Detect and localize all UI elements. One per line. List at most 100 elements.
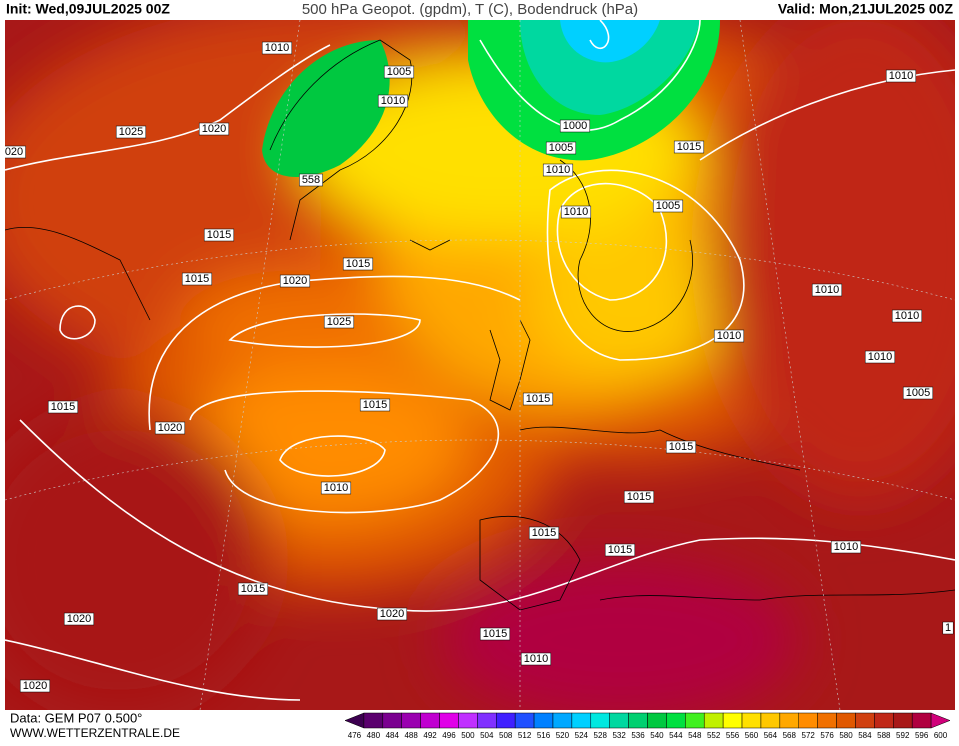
colorbar-label: 512 [518,731,532,740]
isobar-label: 1015 [526,393,550,405]
label-box [560,205,592,219]
cold-pool [262,40,390,177]
isobar-label: 020 [5,146,23,158]
colorbar-cell [514,712,535,729]
label-box [63,612,95,626]
label-box [652,199,684,213]
colorbar-label: 476 [348,731,362,740]
colorbar-cell [401,712,421,729]
header-bar [0,0,959,19]
isobar-label: 1015 [677,141,701,153]
isobar-label: 1015 [627,491,651,503]
colorbar-label: 484 [386,731,400,740]
label-box [19,679,51,693]
isobar-label: 1010 [717,330,741,342]
colorbar-cell [477,712,497,729]
colorbar-label: 584 [858,731,872,740]
isobar-label: 1005 [387,66,411,78]
colorbar-cell [628,712,648,729]
colorbar-label: 560 [745,731,759,740]
colorbar-label: 556 [726,731,740,740]
colorbar-cell [703,712,724,729]
label-box [359,398,391,412]
colorbar-cell [779,712,799,729]
label-box [299,173,323,187]
colorbar-label: 504 [480,731,494,740]
label-box [342,257,374,271]
isobar-label: 1010 [546,164,570,176]
colorbar-cell [571,712,592,729]
label-box [864,350,896,364]
isobar-label: 1010 [868,351,892,363]
isobar-label: 1010 [889,70,913,82]
label-box [115,125,147,139]
label-box [891,309,923,323]
isobar-label: 1005 [656,200,680,212]
cold-core [520,20,700,115]
isobar-labels: 1010 1005 1010 1025 1020 020 558 1000 1005 1010 10… [5,41,954,693]
colorbar-label: 520 [556,731,570,740]
colorbar-label: 536 [631,731,645,740]
colorbar-label: 492 [423,731,437,740]
label-box [181,272,213,286]
colorbar-cell [609,712,629,729]
init-time: Init: Wed,09JUL2025 00Z [6,1,170,17]
colorbar-label: 588 [877,731,891,740]
isobar-label: 1010 [834,541,858,553]
colorbar-cell [666,712,686,729]
label-box [383,65,415,79]
colorbar-cell [439,712,459,729]
label-box [522,392,554,406]
label-box [830,540,862,554]
colorbar-label: 552 [707,731,721,740]
isobar-label: 1020 [158,422,182,434]
label-box [323,315,355,329]
colorbar-cell [420,712,440,729]
isobar-label: 1015 [532,527,556,539]
colorbar-cell [496,712,516,729]
map-title: 500 hPa Geopot. (gpdm), T (C), Bodendruc… [302,1,638,18]
label-box [198,122,230,136]
label-box [623,490,655,504]
label-box [545,141,577,155]
isobar-label: 1 [945,622,951,634]
colorbar-label: 508 [499,731,513,740]
isobar-label: 1020 [283,275,307,287]
isobar-label: 1005 [549,142,573,154]
label-box [811,283,843,297]
coastlines [5,39,955,611]
colorbar-cell [911,712,932,729]
label-box [902,386,934,400]
label-box [154,421,186,435]
isobar-label: 1015 [608,544,632,556]
cold-core [560,20,660,63]
label-box [203,228,235,242]
isobar-label: 558 [302,174,320,186]
isobar-label: 1010 [815,284,839,296]
isobar-label: 1010 [324,482,348,494]
isobar-label: 1015 [51,401,75,413]
temperature-field [5,20,955,710]
isobar-label: 1015 [669,441,693,453]
valid-time: Valid: Mon,21JUL2025 00Z [778,1,954,17]
colorbar-cell [363,712,384,729]
isobar-label: 1015 [346,258,370,270]
colorbar-label: 528 [594,731,608,740]
label-box [559,119,591,133]
isobar-label: 1015 [483,628,507,640]
colorbar-label: 496 [442,731,456,740]
graticule [5,20,955,710]
map-area: 1010 1005 1010 1025 1020 020 558 1000 1005 1010 10… [5,20,955,710]
label-box [261,41,293,55]
label-box [520,652,552,666]
colorbar-label: 564 [764,731,778,740]
label-box [237,582,269,596]
isobar-label: 1010 [524,653,548,665]
colorbar-label: 568 [783,731,797,740]
isobar-label: 1010 [564,206,588,218]
isobar-label: 1025 [119,126,143,138]
label-box [320,481,352,495]
colorbar-label: 544 [669,731,683,740]
isobar-label: 1015 [241,583,265,595]
